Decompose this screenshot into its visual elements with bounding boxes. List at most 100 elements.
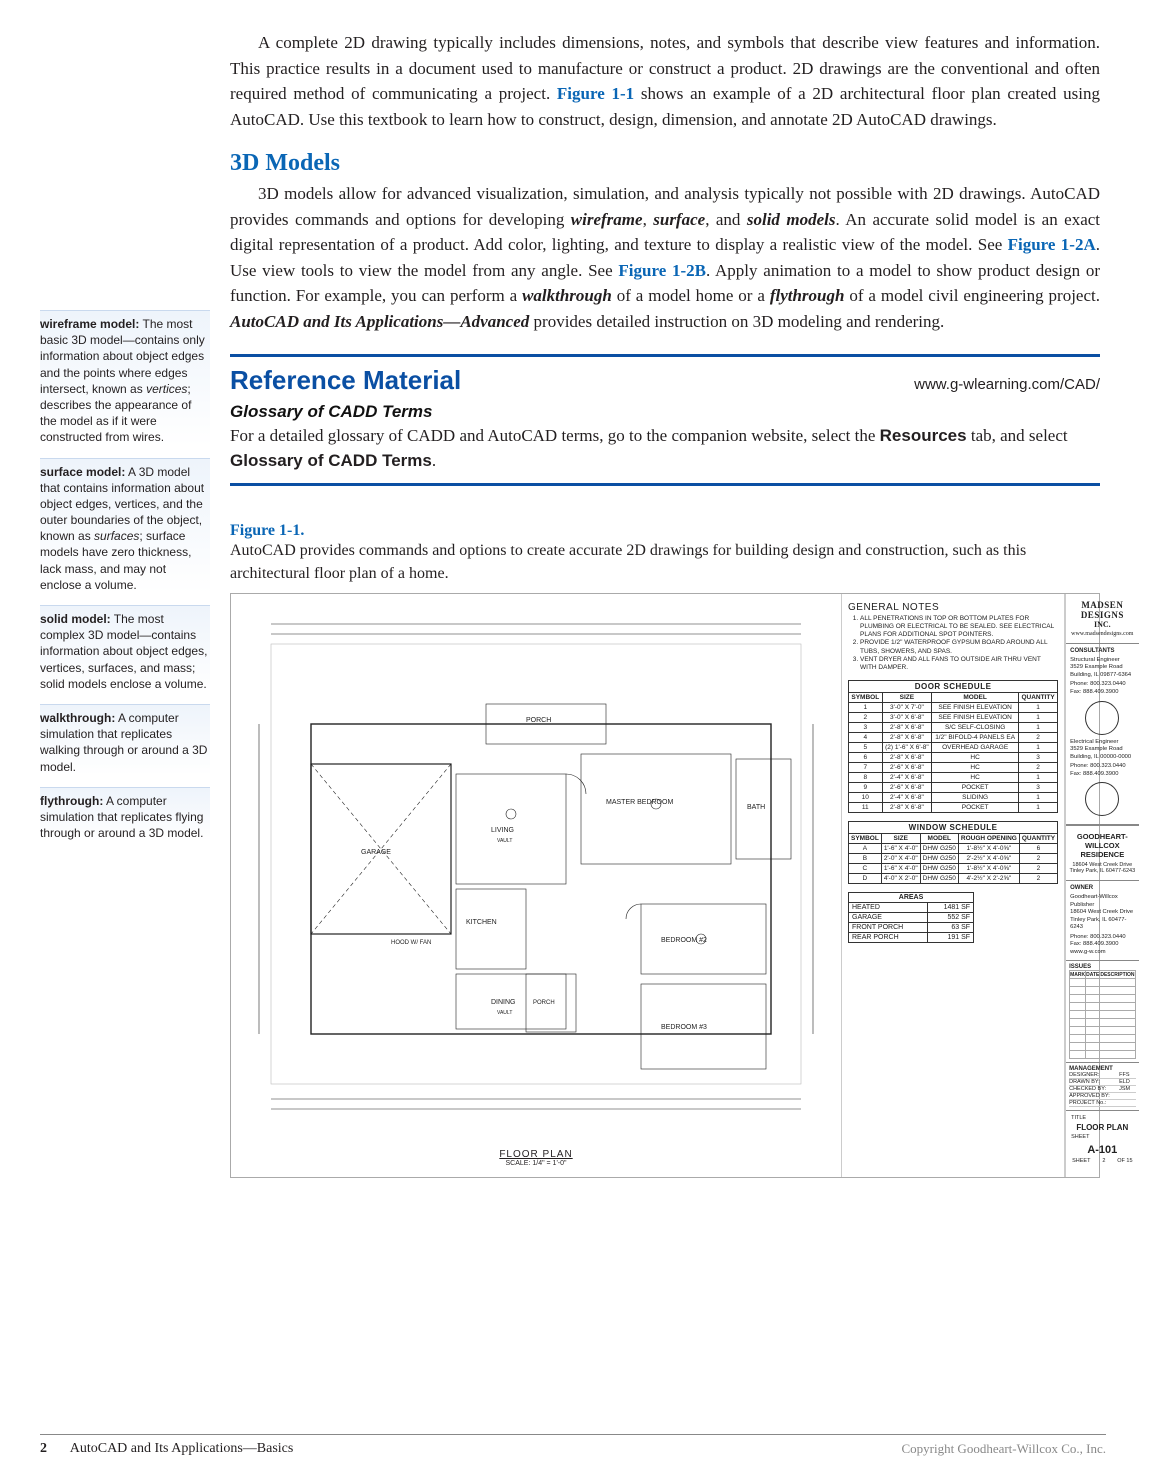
- reference-subtitle: Glossary of CADD Terms: [230, 402, 1100, 422]
- table-row: 112'-8" X 6'-8"POCKET1: [849, 802, 1058, 812]
- plan-scale: SCALE: 1/4" = 1'-0": [499, 1160, 572, 1167]
- term-surface: surface model: A 3D model that contains …: [40, 458, 210, 594]
- col-head: DESCRIPTION: [1100, 971, 1135, 979]
- sheet-title-label: TITLE: [1068, 1115, 1136, 1121]
- table-row: 32'-8" X 6'-8"S/C SELF-CLOSING1: [849, 722, 1058, 732]
- svg-text:LIVING: LIVING: [491, 827, 514, 834]
- term-italic: vertices: [146, 382, 187, 396]
- consultants-block: CONSULTANTS Structural Engineer 3529 Exa…: [1066, 644, 1138, 825]
- svg-text:KITCHEN: KITCHEN: [466, 919, 497, 926]
- electrical-engineer: Electrical Engineer 3529 Example Road Bu…: [1070, 739, 1134, 762]
- term-head: surface model:: [40, 465, 125, 479]
- sheet-number: A-101: [1068, 1144, 1136, 1156]
- issues-block: ISSUES MARKDATEDESCRIPTION: [1066, 961, 1138, 1062]
- col-head: SIZE: [882, 692, 932, 702]
- book-title: AutoCAD and Its Applications—Basics: [70, 1441, 294, 1456]
- door-schedule-title: DOOR SCHEDULE: [849, 680, 1058, 692]
- reference-url[interactable]: www.g-wlearning.com/CAD/: [914, 376, 1100, 393]
- text: of a model civil engineering project.: [844, 286, 1100, 305]
- text: provides detailed instruction on 3D mode…: [529, 312, 944, 331]
- col-head: SIZE: [881, 833, 920, 843]
- term-head: solid model:: [40, 612, 111, 626]
- em-solid: solid models: [747, 210, 836, 229]
- table-row: 82'-4" X 6'-8"HC1: [849, 772, 1058, 782]
- 3d-paragraph: 3D models allow for advanced visualizati…: [230, 181, 1100, 334]
- text: of a model home or a: [612, 286, 770, 305]
- owner-body: Goodheart-Willcox Publisher 18604 West C…: [1070, 894, 1134, 932]
- title-block: MADSEN DESIGNS INC. www.madsendesigns.co…: [1065, 594, 1138, 1177]
- svg-text:DINING: DINING: [491, 999, 516, 1006]
- term-italic: surfaces: [94, 529, 139, 543]
- sheet-number-label: SHEET: [1068, 1134, 1136, 1140]
- mgmt-row: APPROVED BY:: [1069, 1093, 1135, 1100]
- col-head: SYMBOL: [849, 692, 883, 702]
- general-note: ALL PENETRATIONS IN TOP OR BOTTOM PLATES…: [860, 615, 1058, 639]
- window-schedule: WINDOW SCHEDULE SYMBOLSIZEMODELROUGH OPE…: [848, 821, 1058, 884]
- figure-ref-1-2a[interactable]: Figure 1-2A: [1008, 235, 1096, 254]
- reference-body: For a detailed glossary of CADD and Auto…: [230, 424, 1100, 473]
- sidebar-glossary: wireframe model: The most basic 3D model…: [40, 310, 210, 853]
- figure-ref-1-2b[interactable]: Figure 1-2B: [618, 261, 706, 280]
- mgmt-row: PROJECT No.:: [1069, 1100, 1135, 1107]
- se-phone: Phone: 800.323.0440 Fax: 888.409.3900: [1070, 681, 1134, 696]
- client-line1: GOODHEART-: [1068, 832, 1136, 841]
- sheet-block: TITLE FLOOR PLAN SHEET A-101 SHEET 2 OF …: [1066, 1110, 1138, 1168]
- floor-plan-drawing: GARAGE PORCH LIVING VAULT KITCHEN DI: [231, 594, 842, 1177]
- door-schedule: DOOR SCHEDULE SYMBOLSIZEMODELQUANTITY 13…: [848, 680, 1058, 813]
- seal-icon: [1085, 782, 1119, 816]
- table-row: FRONT PORCH63 SF: [849, 922, 974, 932]
- text: ,: [643, 210, 654, 229]
- svg-text:BATH: BATH: [747, 804, 765, 811]
- management-block: MANAGEMENT DESIGNER:FFSDRAWN BY:ELDCHECK…: [1066, 1062, 1138, 1110]
- firm-name: MADSEN DESIGNS: [1068, 600, 1136, 620]
- table-row: B2'-0" X 4'-0"DHW G2502'-2½" X 4'-0⅝"2: [849, 853, 1058, 863]
- ui-label: Resources: [880, 426, 967, 445]
- table-row: A1'-6" X 4'-0"DHW G2501'-8½" X 4'-0⅝"6: [849, 843, 1058, 853]
- reference-title: Reference Material: [230, 365, 461, 396]
- intro-paragraph: A complete 2D drawing typically includes…: [230, 30, 1100, 132]
- table-row: 102'-4" X 6'-8"SLIDING1: [849, 792, 1058, 802]
- sheet-of-left: SHEET: [1072, 1158, 1090, 1164]
- consultants-head: CONSULTANTS: [1070, 648, 1134, 656]
- seal-icon: [1085, 701, 1119, 735]
- table-row: HEATED1481 SF: [849, 902, 974, 912]
- term-head: wireframe model:: [40, 317, 139, 331]
- em-walkthrough: walkthrough: [522, 286, 612, 305]
- schedule-panel: GENERAL NOTES ALL PENETRATIONS IN TOP OR…: [842, 594, 1065, 1177]
- owner-head: OWNER: [1070, 885, 1134, 893]
- sheet-title: FLOOR PLAN: [1068, 1123, 1136, 1132]
- general-notes-heading: GENERAL NOTES: [848, 602, 1058, 613]
- col-head: QUANTITY: [1019, 692, 1058, 702]
- text: .: [432, 451, 436, 470]
- sheet-of-mid: 2: [1102, 1158, 1105, 1164]
- client-address: 18604 West Creek Drive Tinley Park, IL 6…: [1068, 862, 1136, 874]
- svg-text:BEDROOM #3: BEDROOM #3: [661, 1024, 707, 1031]
- owner-phone: Phone: 800.323.0440 Fax: 888.409.3900 ww…: [1070, 934, 1134, 957]
- table-row: 23'-0" X 6'-8"SEE FINISH ELEVATION1: [849, 712, 1058, 722]
- col-head: DATE: [1086, 971, 1100, 979]
- figure-ref-1-1[interactable]: Figure 1-1: [557, 84, 634, 103]
- term-walkthrough: walkthrough: A computer simulation that …: [40, 704, 210, 775]
- term-head: walkthrough:: [40, 711, 115, 725]
- page-footer: 2 AutoCAD and Its Applications—Basics Co…: [40, 1434, 1106, 1457]
- general-note: PROVIDE 1/2" WATERPROOF GYPSUM BOARD ARO…: [860, 639, 1058, 655]
- term-wireframe: wireframe model: The most basic 3D model…: [40, 310, 210, 446]
- svg-text:GARAGE: GARAGE: [361, 849, 391, 856]
- text: , and: [705, 210, 747, 229]
- general-note: VENT DRYER AND ALL FANS TO OUTSIDE AIR T…: [860, 656, 1058, 672]
- plan-title-text: FLOOR PLAN: [499, 1149, 572, 1160]
- svg-text:BEDROOM #2: BEDROOM #2: [661, 937, 707, 944]
- figure-label: Figure 1-1.: [230, 522, 1100, 540]
- ee-phone: Phone: 800.323.0440 Fax: 888.409.3900: [1070, 763, 1134, 778]
- col-head: MARK: [1070, 971, 1086, 979]
- section-heading-3d-models: 3D Models: [230, 150, 1100, 177]
- structural-engineer: Structural Engineer 3529 Example Road Bu…: [1070, 657, 1134, 680]
- term-solid: solid model: The most complex 3D model—c…: [40, 605, 210, 692]
- figure-caption: AutoCAD provides commands and options to…: [230, 540, 1100, 585]
- em-acad-advanced: AutoCAD and Its Applications—Advanced: [230, 312, 529, 331]
- em-wireframe: wireframe: [571, 210, 643, 229]
- svg-text:HOOD W/ FAN: HOOD W/ FAN: [391, 940, 431, 946]
- table-row: C1'-6" X 4'-0"DHW G2501'-8½" X 4'-0⅝"2: [849, 863, 1058, 873]
- ui-label: Glossary of CADD Terms: [230, 451, 432, 470]
- plan-title: FLOOR PLAN SCALE: 1/4" = 1'-0": [499, 1149, 572, 1167]
